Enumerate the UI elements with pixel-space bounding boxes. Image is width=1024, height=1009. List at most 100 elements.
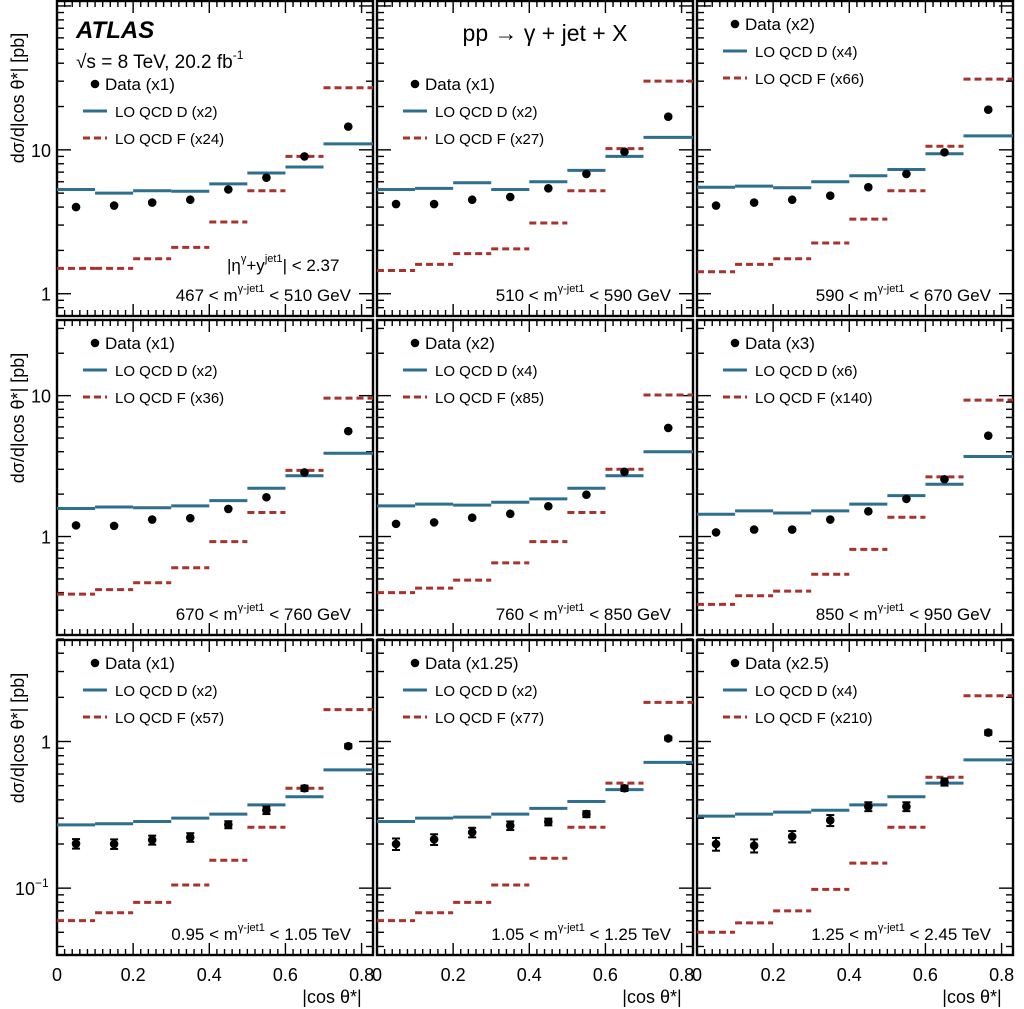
panel-5: Data (x2) LO QCD D (x4) LO QCD F (x85) 760 … xyxy=(375,318,695,637)
mass-range-pre: 590 < m xyxy=(816,286,878,305)
data-point xyxy=(544,501,553,511)
mass-range-post: < 760 GeV xyxy=(265,605,352,624)
data-point xyxy=(505,192,515,202)
panel-3: Data (x2) LO QCD D (x4) LO QCD F (x66) 590 … xyxy=(695,0,1015,318)
data-point xyxy=(825,816,835,825)
data-point xyxy=(467,195,477,205)
data-point xyxy=(147,835,157,845)
legend-data-label: Data (x2) xyxy=(425,334,495,353)
legend-data-label: Data (x3) xyxy=(745,334,815,353)
data-point xyxy=(505,509,515,519)
rapidity-cut: |ηγ+yjet1| < 2.37 xyxy=(227,253,339,275)
legend-qcd-f-label: LO QCD F (x210) xyxy=(755,710,873,727)
data-point xyxy=(343,741,353,751)
legend-qcd-d-label: LO QCD D (x2) xyxy=(115,104,218,121)
mass-range-label: 510 < mγ-jet1 < 590 GeV xyxy=(496,283,672,305)
panel-frame xyxy=(695,638,1015,957)
mass-range-post: < 510 GeV xyxy=(265,286,352,305)
legend-qcd-d-label: LO QCD D (x4) xyxy=(435,363,538,380)
mass-range-sup: γ-jet1 xyxy=(238,602,265,614)
x-tick-label: 0.8 xyxy=(669,965,694,985)
panel-frame xyxy=(375,638,695,957)
panel-frame xyxy=(55,0,375,318)
data-point xyxy=(787,525,797,534)
data-point xyxy=(71,839,81,848)
x-tick-label: 0.6 xyxy=(593,965,618,985)
data-point xyxy=(983,105,993,115)
legend-data-marker xyxy=(730,19,740,29)
mass-range-pre: 760 < m xyxy=(496,605,558,624)
data-point xyxy=(749,198,759,207)
panel-9: 0 0.2 0.4 0.6 0.8 Data (x2.5) LO QCD D (x4) LO … xyxy=(692,638,1015,985)
legend-qcd-d-label: LO QCD D (x4) xyxy=(755,683,858,700)
rapidity-part-1: γ xyxy=(241,253,247,265)
data-point xyxy=(864,802,873,811)
legend-qcd-f-label: LO QCD F (x85) xyxy=(435,390,544,407)
panel-4: 1 10 Data (x1) LO QCD D (x2) LO QCD F (x36) 6… xyxy=(31,318,375,637)
data-point xyxy=(864,507,873,516)
data-point xyxy=(825,191,835,200)
y-tick-label: 10 xyxy=(31,141,51,161)
legend-qcd-f-label: LO QCD F (x36) xyxy=(115,390,224,407)
data-point xyxy=(582,490,591,500)
mass-range-post: < 2.45 TeV xyxy=(905,925,992,944)
panel-frame xyxy=(375,318,695,637)
x-tick-label: 0.8 xyxy=(349,965,374,985)
panel-frame xyxy=(55,638,375,957)
data-point xyxy=(185,513,195,523)
rapidity-part-2: +y xyxy=(246,256,265,275)
panel-frame xyxy=(55,318,375,637)
mass-range-pre: 670 < m xyxy=(176,605,238,624)
data-point xyxy=(147,515,157,524)
data-point xyxy=(224,820,233,829)
data-point xyxy=(864,182,873,192)
mass-range-post: < 950 GeV xyxy=(905,605,992,624)
mass-range-sup: γ-jet1 xyxy=(878,283,905,295)
mass-range-label: 1.25 < mγ-jet1 < 2.45 TeV xyxy=(811,922,991,944)
data-point xyxy=(620,467,629,477)
legend-qcd-d-label: LO QCD D (x2) xyxy=(435,683,538,700)
y-tick-label: 10 xyxy=(31,387,51,407)
atlas-label: ATLAS xyxy=(75,17,154,44)
mass-range-sup: γ-jet1 xyxy=(558,283,585,295)
legend-data-label: Data (x1) xyxy=(105,654,175,673)
mass-range-pre: 510 < m xyxy=(496,286,558,305)
data-point xyxy=(391,839,401,849)
legend-qcd-f-label: LO QCD F (x24) xyxy=(115,131,224,148)
legend-data-label: Data (x1.25) xyxy=(425,654,519,673)
data-point xyxy=(711,201,721,210)
legend-data-label: Data (x1) xyxy=(105,334,175,353)
x-axis-title-col-1: |cos θ*| xyxy=(302,987,361,1007)
data-point xyxy=(391,519,401,529)
data-point xyxy=(711,839,721,849)
data-point xyxy=(300,152,309,161)
legend-data-label: Data (x1) xyxy=(425,75,495,94)
x-tick-label: 0.4 xyxy=(837,965,862,985)
mass-range-post: < 670 GeV xyxy=(905,286,992,305)
data-point xyxy=(544,817,553,827)
legend-data-label: Data (x2) xyxy=(745,15,815,34)
legend-data-marker xyxy=(410,658,420,668)
x-tick-label: 0.2 xyxy=(121,965,146,985)
legend-data-marker xyxy=(90,79,100,89)
data-point xyxy=(109,521,119,531)
x-tick-label: 0.6 xyxy=(273,965,298,985)
data-point xyxy=(983,728,993,737)
legend-qcd-f-label: LO QCD F (x77) xyxy=(435,710,544,727)
legend-qcd-f-label: LO QCD F (x66) xyxy=(755,71,864,88)
mass-range-label: 670 < mγ-jet1 < 760 GeV xyxy=(176,602,352,624)
legend-data-label: Data (x2.5) xyxy=(745,654,829,673)
legend-data-marker xyxy=(410,338,420,348)
x-tick-label: 0.8 xyxy=(989,965,1014,985)
panel-frame xyxy=(375,0,695,318)
mass-range-sup: γ-jet1 xyxy=(558,922,585,934)
data-point xyxy=(544,184,553,193)
legend-data-marker xyxy=(730,338,740,348)
x-tick-label: 0.2 xyxy=(761,965,786,985)
mass-range-post: < 850 GeV xyxy=(585,605,672,624)
data-point xyxy=(71,521,81,530)
mass-range-post: < 1.05 TeV xyxy=(265,925,352,944)
legend-qcd-d-label: LO QCD D (x6) xyxy=(755,363,858,380)
data-point xyxy=(147,198,157,207)
data-point xyxy=(467,513,477,523)
